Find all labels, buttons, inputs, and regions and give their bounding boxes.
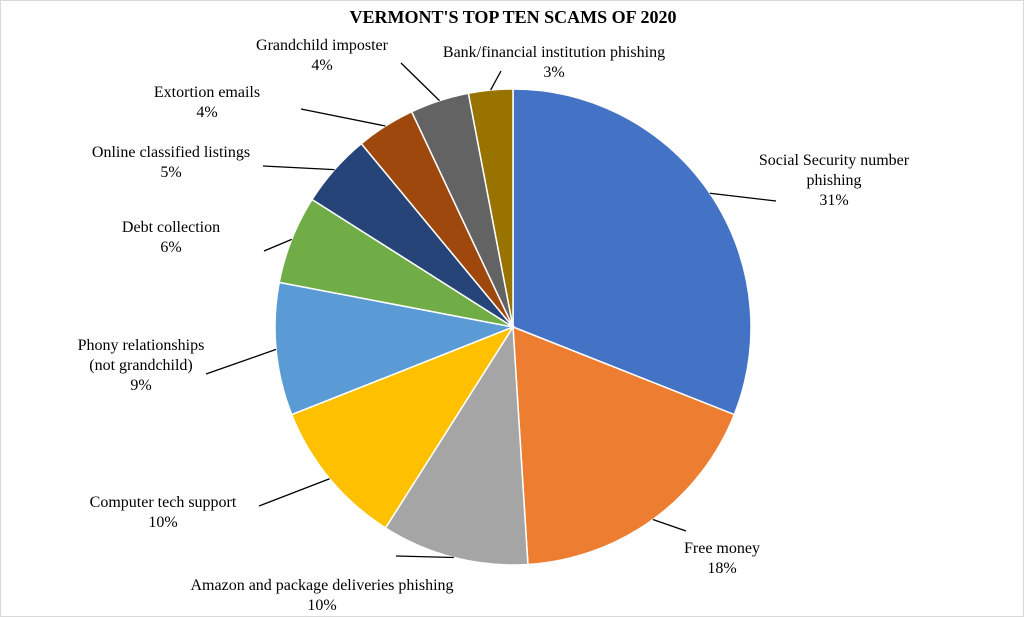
data-label: Amazon and package deliveries phishing 10… bbox=[152, 576, 492, 616]
leader-line bbox=[258, 478, 330, 507]
leader-line bbox=[263, 238, 292, 252]
value-label: 10% bbox=[307, 597, 337, 614]
leader-line bbox=[395, 555, 454, 559]
leader-line bbox=[262, 165, 335, 171]
data-label: Free money 18% bbox=[662, 539, 782, 579]
value-label: 31% bbox=[819, 192, 849, 209]
data-label: Computer tech support 10% bbox=[63, 493, 263, 533]
data-label: Social Security number phishing 31% bbox=[749, 151, 919, 211]
pie-slice bbox=[512, 325, 736, 566]
category-label: Bank/financial institution phishing bbox=[442, 44, 666, 61]
data-label: Online classified listings 5% bbox=[71, 143, 271, 183]
leader-line bbox=[300, 108, 386, 127]
value-label: 3% bbox=[543, 64, 565, 81]
pie-slice bbox=[274, 281, 516, 416]
category-label: Free money bbox=[684, 540, 760, 557]
leader-line bbox=[652, 518, 687, 532]
value-label: 4% bbox=[196, 104, 218, 121]
chart-title: VERMONT'S TOP TEN SCAMS OF 2020 bbox=[350, 7, 677, 27]
leader-line bbox=[490, 70, 502, 91]
category-label: Grandchild imposter bbox=[256, 37, 388, 54]
category-label: Phony relationships (not grandchild) bbox=[77, 337, 205, 374]
category-label: Amazon and package deliveries phishing bbox=[190, 577, 454, 594]
leader-line bbox=[205, 348, 277, 375]
value-label: 6% bbox=[160, 239, 182, 256]
category-label: Online classified listings bbox=[91, 144, 251, 161]
pie-slice bbox=[467, 88, 514, 328]
data-label: Grandchild imposter 4% bbox=[237, 36, 407, 76]
value-label: 10% bbox=[148, 514, 178, 531]
leader-line bbox=[709, 192, 777, 202]
data-label: Extortion emails 4% bbox=[137, 83, 277, 123]
category-label: Debt collection bbox=[121, 219, 221, 236]
data-label: Debt collection 6% bbox=[91, 218, 251, 258]
data-label: Bank/financial institution phishing 3% bbox=[414, 43, 694, 83]
category-label: Social Security number phishing bbox=[758, 152, 910, 189]
pie-slice bbox=[512, 88, 752, 416]
value-label: 9% bbox=[130, 377, 152, 394]
category-label: Computer tech support bbox=[89, 494, 237, 511]
data-label: Phony relationships (not grandchild) 9% bbox=[66, 336, 216, 396]
value-label: 18% bbox=[707, 560, 737, 577]
value-label: 4% bbox=[311, 57, 333, 74]
value-label: 5% bbox=[160, 164, 182, 181]
leader-line bbox=[400, 62, 440, 102]
category-label: Extortion emails bbox=[153, 84, 261, 101]
